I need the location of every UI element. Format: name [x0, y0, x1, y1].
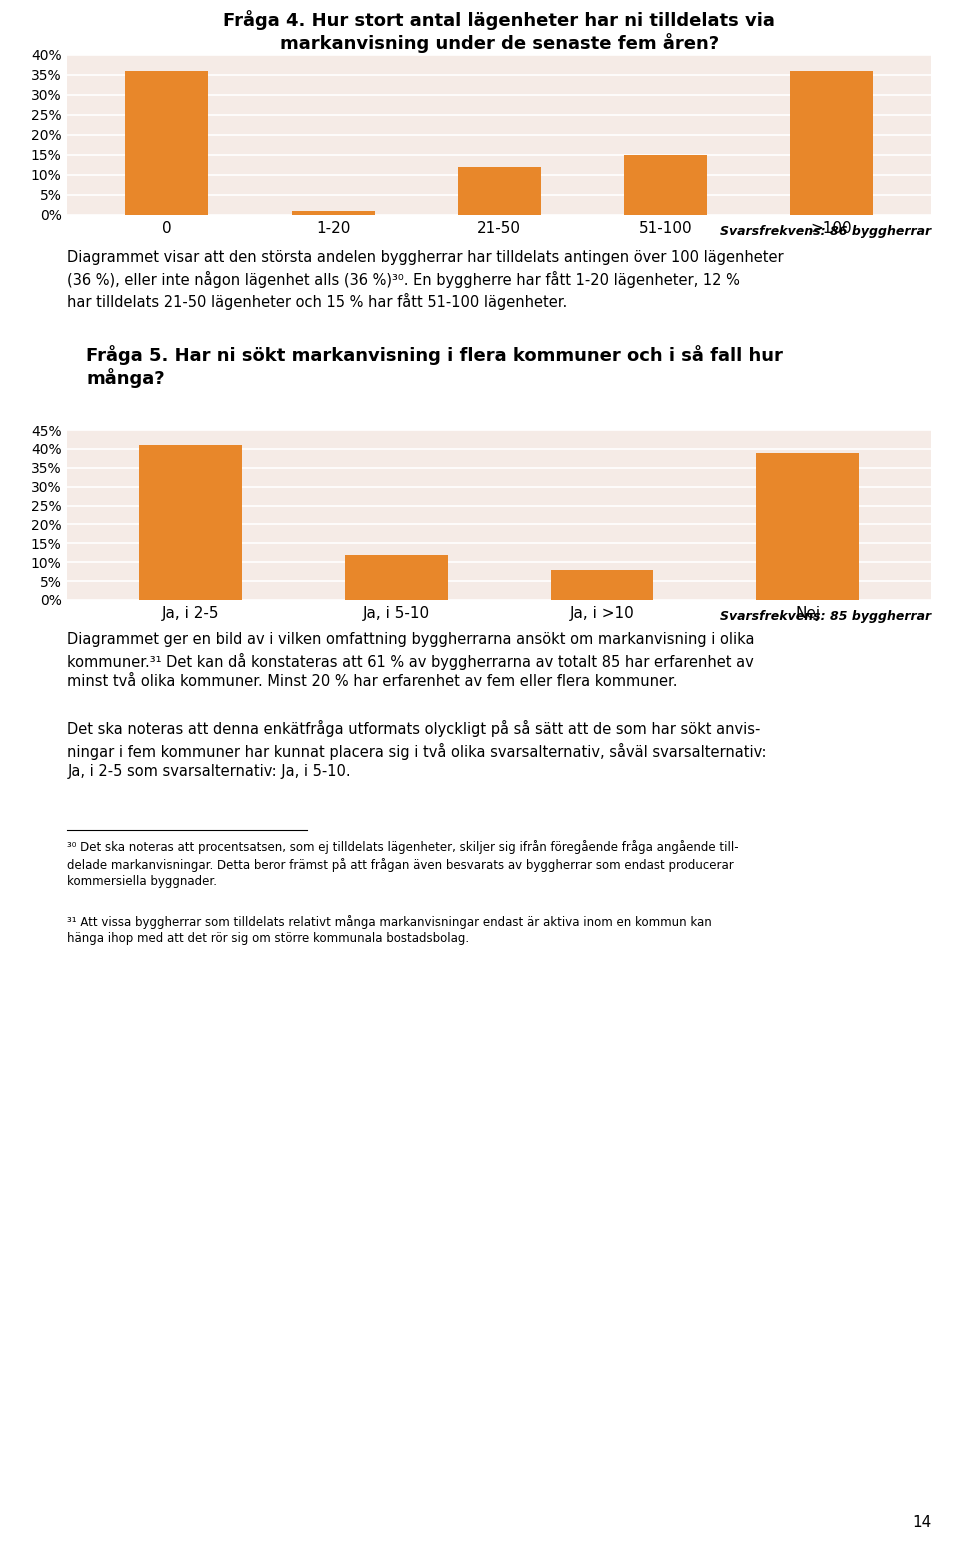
- Text: ³¹ Att vissa byggherrar som tilldelats relativt många markanvisningar endast är : ³¹ Att vissa byggherrar som tilldelats r…: [67, 915, 712, 946]
- Bar: [756, 453, 859, 599]
- Bar: [292, 211, 374, 216]
- Text: 14: 14: [912, 1515, 931, 1530]
- Bar: [126, 71, 208, 216]
- Text: Svarsfrekvens: 86 byggherrar: Svarsfrekvens: 86 byggherrar: [720, 225, 931, 237]
- Text: Det ska noteras att denna enkätfråga utformats olyckligt på så sätt att de som h: Det ska noteras att denna enkätfråga utf…: [67, 720, 767, 780]
- Text: Svarsfrekvens: 85 byggherrar: Svarsfrekvens: 85 byggherrar: [720, 610, 931, 623]
- Bar: [139, 445, 242, 599]
- Text: Diagrammet ger en bild av i vilken omfattning byggherrarna ansökt om markanvisni: Diagrammet ger en bild av i vilken omfat…: [67, 632, 755, 689]
- Bar: [345, 555, 447, 599]
- Bar: [790, 71, 873, 216]
- Text: ³⁰ Det ska noteras att procentsatsen, som ej tilldelats lägenheter, skiljer sig : ³⁰ Det ska noteras att procentsatsen, so…: [67, 840, 739, 888]
- Text: Fråga 5. Har ni sökt markanvisning i flera kommuner och i så fall hur
många?: Fråga 5. Har ni sökt markanvisning i fle…: [86, 345, 783, 388]
- Bar: [458, 166, 540, 216]
- Bar: [624, 156, 707, 216]
- Text: Diagrammet visar att den största andelen byggherrar har tilldelats antingen över: Diagrammet visar att den största andelen…: [67, 250, 783, 310]
- Bar: [551, 570, 654, 599]
- Text: Fråga 4. Hur stort antal lägenheter har ni tilldelats via
markanvisning under de: Fråga 4. Hur stort antal lägenheter har …: [224, 9, 775, 54]
